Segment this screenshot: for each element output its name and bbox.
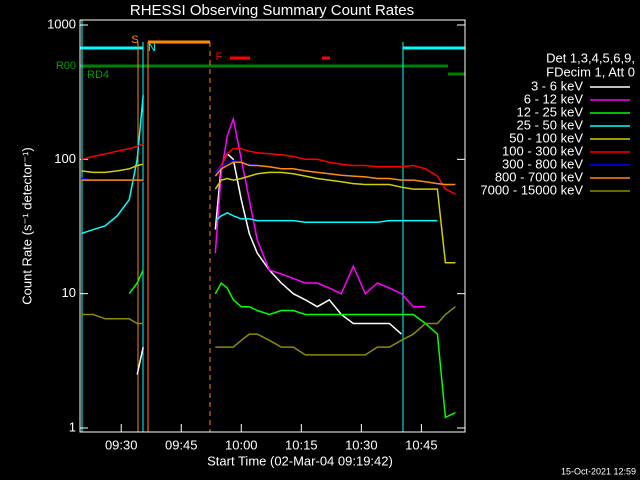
legend-header: FDecim 1, Att 0 [546, 64, 635, 79]
footer: 15-Oct-2021 12:59 [561, 466, 636, 476]
x-tick-label: 10:15 [285, 437, 318, 452]
flag-bars [80, 20, 466, 432]
legend-label: 300 - 800 keV [502, 156, 583, 171]
flag-label: S [131, 34, 138, 46]
x-tick-label: 10:00 [225, 437, 258, 452]
legend-label: 800 - 7000 keV [495, 169, 584, 184]
x-tick-label: 09:30 [105, 437, 138, 452]
x-tick-label: 10:45 [405, 437, 438, 452]
legend-label: 6 - 12 keV [524, 91, 584, 106]
series-line [128, 269, 456, 419]
plot-lines [80, 95, 456, 419]
y-tick-label: 1 [69, 419, 76, 434]
plot-frame [79, 19, 466, 433]
flag-label: F [216, 51, 223, 63]
y-tick-label: 10 [62, 285, 76, 300]
y-tick-label: 100 [54, 151, 76, 166]
x-axis-label: Start Time (02-Mar-04 09:19:42) [207, 453, 393, 468]
legend-label: 50 - 100 keV [509, 130, 583, 145]
flag-label: RD4 [87, 69, 109, 81]
legend-label: 25 - 50 keV [517, 117, 584, 132]
series-line [80, 95, 438, 235]
flag-label: N [148, 42, 156, 54]
legend-label: 3 - 6 keV [531, 78, 583, 93]
series-line [81, 163, 456, 264]
legend-label: 7000 - 15000 keV [480, 182, 583, 197]
x-tick-label: 09:45 [165, 437, 198, 452]
series-line [81, 161, 456, 186]
y-axis-label: Count Rate (s⁻¹ detector⁻¹) [19, 147, 34, 305]
legend-header: Det 1,3,4,5,6,9, [546, 50, 635, 65]
x-tick-label: 10:30 [345, 437, 378, 452]
series-line [81, 306, 456, 356]
series-line [214, 116, 426, 308]
y-tick-label: 1000 [47, 16, 76, 31]
series-line [81, 143, 456, 195]
flag-label: R00 [56, 60, 76, 72]
legend-label: 100 - 300 keV [502, 143, 583, 158]
chart-title: RHESSI Observing Summary Count Rates [130, 2, 414, 19]
legend-label: 12 - 25 keV [517, 104, 584, 119]
